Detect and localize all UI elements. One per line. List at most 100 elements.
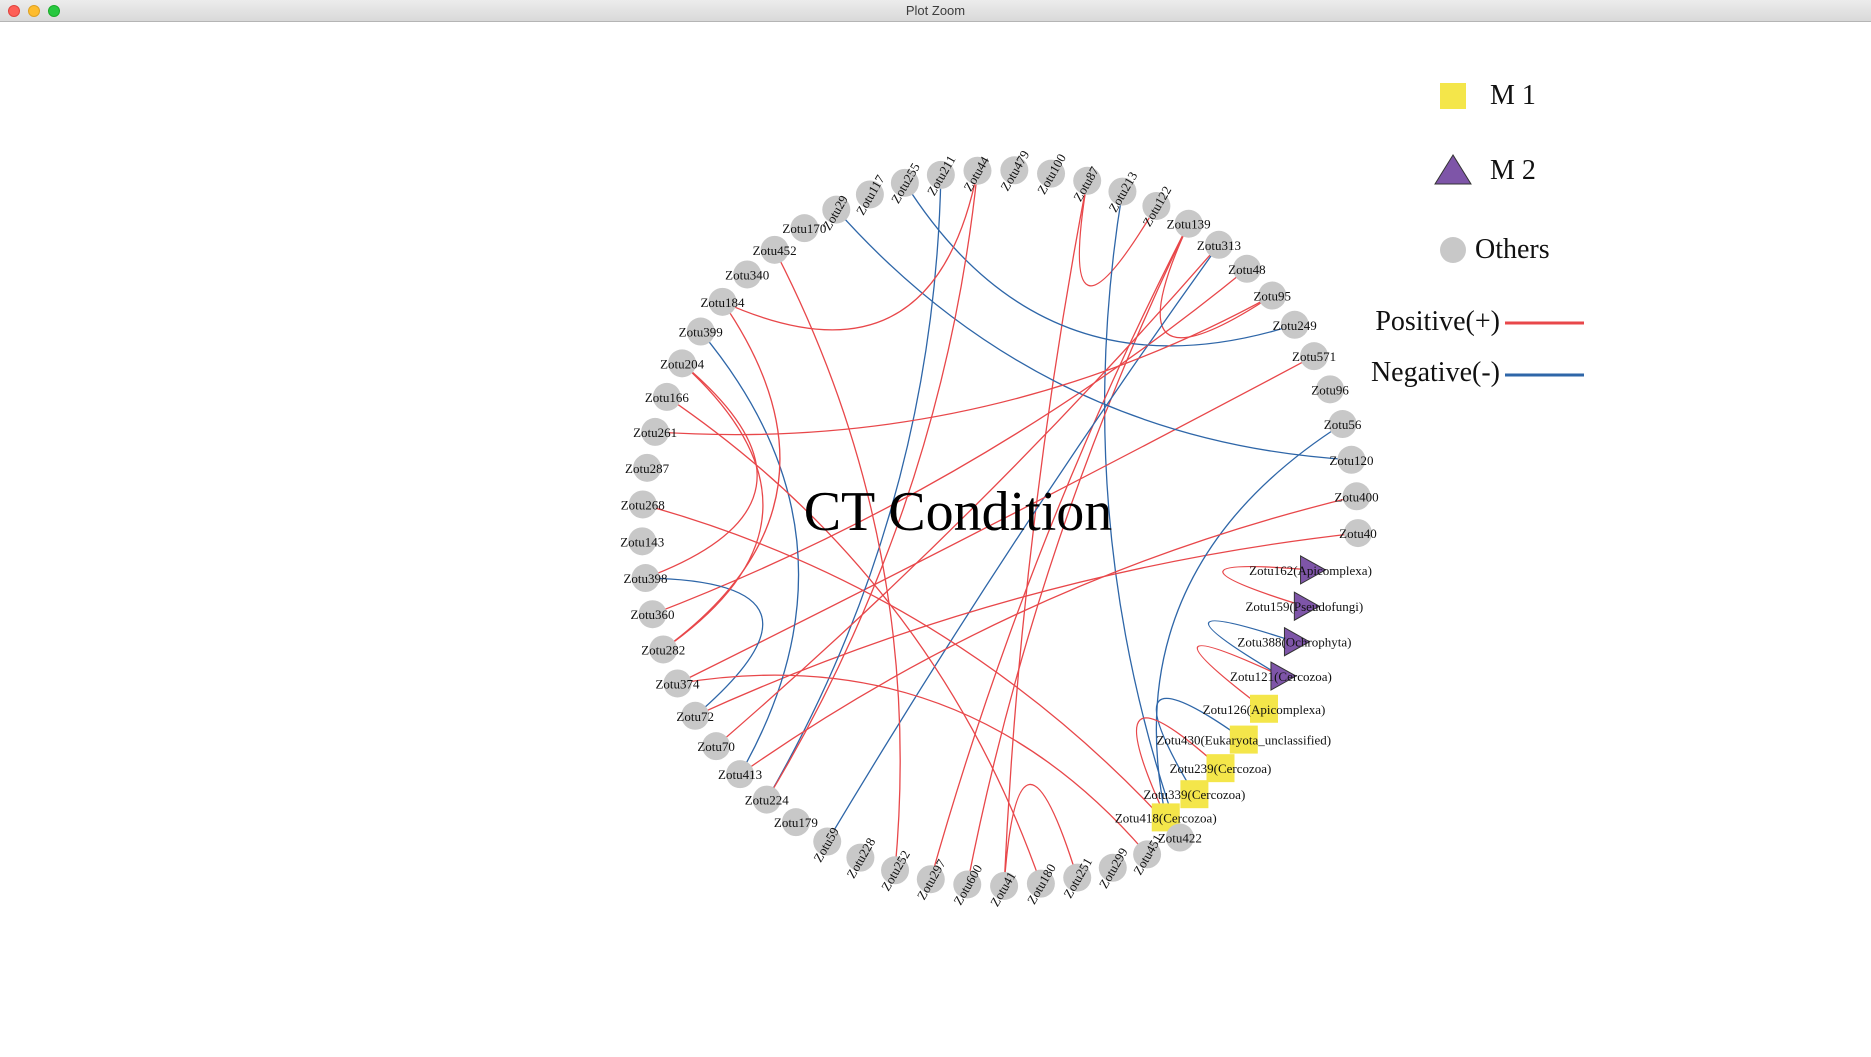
edge-negative-20 [645, 577, 764, 717]
edge-positive-29 [1222, 565, 1311, 607]
node-zotu96: Zotu96 [1311, 375, 1349, 404]
node-label: Zotu126(Apicomplexa) [1203, 702, 1326, 717]
node-zotu170: Zotu170 [782, 214, 826, 243]
edge-positive-21 [677, 674, 1148, 855]
node-label: Zotu399 [679, 325, 723, 340]
node-label: Zotu95 [1253, 289, 1291, 304]
node-circle [628, 527, 657, 556]
node-label: Zotu313 [1197, 238, 1241, 253]
node-circle [1063, 863, 1092, 892]
node-circle [916, 865, 945, 894]
node-zotu184: Zotu184 [700, 287, 745, 316]
node-label: Zotu143 [620, 534, 664, 549]
node-zotu139: Zotu139 [1167, 209, 1211, 238]
edge-positive-7 [652, 268, 1248, 615]
node-zotu413: Zotu413 [718, 760, 762, 789]
node-circle [633, 453, 662, 482]
node-zotu126-apicomplexa: Zotu126(Apicomplexa) [1203, 694, 1326, 723]
node-label: Zotu56 [1324, 417, 1362, 432]
node-zotu224: Zotu224 [745, 785, 789, 814]
node-zotu143: Zotu143 [620, 527, 664, 556]
node-circle [1328, 410, 1357, 439]
node-circle [641, 417, 670, 446]
node-circle [1026, 869, 1055, 898]
node-zotu179: Zotu179 [774, 808, 818, 837]
node-label: Zotu413 [718, 767, 762, 782]
close-window-button[interactable] [8, 5, 20, 17]
node-circle [708, 287, 737, 316]
edge-positive-3 [1159, 223, 1273, 339]
node-circle [631, 564, 660, 593]
node-label: Zotu374 [655, 676, 700, 691]
node-circle [822, 195, 851, 224]
edge-positive-14 [722, 170, 979, 331]
node-zotu249: Zotu249 [1273, 310, 1317, 339]
node-zotu44: Zotu44 [960, 153, 992, 193]
edge-positive-9 [677, 355, 1315, 685]
node-circle [702, 732, 731, 761]
node-label: Zotu70 [697, 739, 735, 754]
node-circle [813, 827, 842, 856]
edge-positive-18 [642, 503, 1181, 838]
node-circle [1258, 281, 1287, 310]
legend-module1-square [1440, 83, 1466, 109]
node-circle [1098, 853, 1127, 882]
edge-positive-13 [766, 170, 979, 800]
node-label: Zotu120 [1329, 453, 1373, 468]
edge-layer [642, 170, 1359, 887]
edge-positive-30 [1196, 645, 1282, 710]
node-circle [1280, 310, 1309, 339]
network-plot: Zotu213Zotu122Zotu139Zotu313Zotu48Zotu95… [620, 80, 1584, 909]
zoom-window-button[interactable] [48, 5, 60, 17]
node-zotu252: Zotu252 [878, 848, 913, 894]
node-label: Zotu162(Apicomplexa) [1249, 563, 1372, 578]
node-circle [890, 168, 919, 197]
node-zotu213: Zotu213 [1105, 169, 1140, 215]
node-square [1250, 694, 1279, 723]
edge-positive-11 [694, 532, 1359, 717]
node-zotu374: Zotu374 [655, 669, 700, 698]
node-zotu571: Zotu571 [1292, 342, 1336, 371]
node-label: Zotu179 [774, 815, 818, 830]
node-circle [1232, 254, 1261, 283]
node-zotu56: Zotu56 [1324, 410, 1362, 439]
node-zotu159-pseudofungi: Zotu159(Pseudofungi) [1245, 591, 1363, 622]
node-circle [990, 871, 1019, 900]
node-label: Zotu282 [641, 642, 685, 657]
edge-positive-17 [666, 396, 1042, 884]
edge-negative-26 [1155, 423, 1343, 818]
node-circle [638, 600, 667, 629]
node-label: Zotu204 [660, 356, 705, 371]
node-zotu430-eukaryota-unclassified: Zotu430(Eukaryota_unclassified) [1156, 725, 1331, 754]
node-label: Zotu261 [633, 425, 677, 440]
node-circle [926, 160, 955, 189]
node-circle [1343, 519, 1372, 548]
legend-others-circle [1440, 237, 1466, 263]
legend-others-label: Others [1475, 234, 1550, 265]
node-square [1180, 780, 1209, 809]
node-label: Zotu166 [645, 390, 690, 405]
node-zotu87: Zotu87 [1070, 163, 1102, 203]
node-circle [1073, 166, 1102, 195]
node-circle [628, 490, 657, 519]
node-circle [686, 317, 715, 346]
node-circle [781, 808, 810, 837]
legend-module2-triangle [1434, 154, 1472, 185]
node-circle [681, 701, 710, 730]
node-zotu180: Zotu180 [1024, 861, 1059, 907]
node-circle [752, 785, 781, 814]
edge-positive-22 [662, 301, 781, 651]
node-square [1229, 725, 1258, 754]
node-label: Zotu418(Cercozoa) [1115, 810, 1217, 825]
node-label: Zotu430(Eukaryota_unclassified) [1156, 733, 1331, 748]
node-label: Zotu388(Ochrophyta) [1237, 635, 1351, 650]
node-label: Zotu340 [725, 267, 769, 282]
node-square [1206, 754, 1235, 783]
node-circle [726, 760, 755, 789]
node-circle [1165, 823, 1194, 852]
node-circle [663, 669, 692, 698]
node-zotu268: Zotu268 [621, 490, 665, 519]
node-triangle [1300, 555, 1327, 585]
node-circle [733, 260, 762, 289]
minimize-window-button[interactable] [28, 5, 40, 17]
